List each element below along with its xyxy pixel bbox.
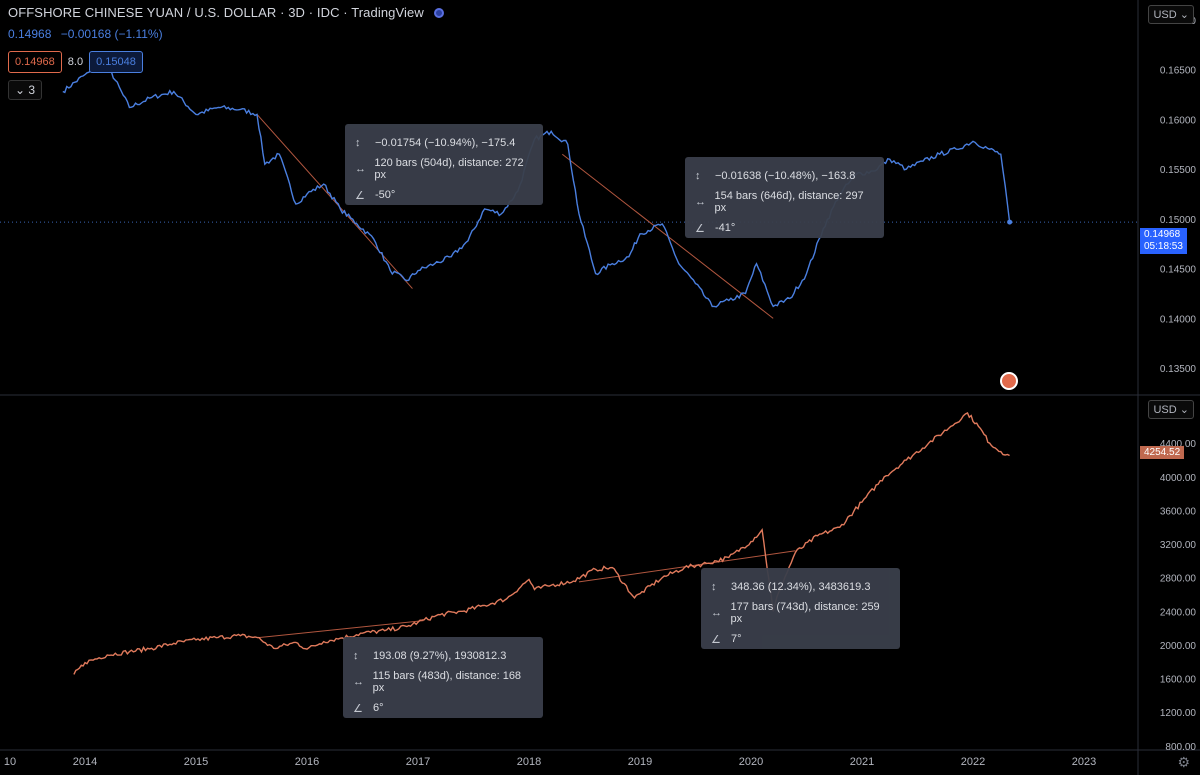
bar-range-icon: ↔ bbox=[695, 196, 706, 208]
tradingview-logo-icon[interactable] bbox=[1000, 372, 1018, 390]
bar-countdown: 05:18:53 bbox=[1144, 241, 1183, 252]
angle-icon: ∠ bbox=[711, 633, 721, 646]
currency-label-top: USD bbox=[1153, 9, 1177, 21]
angle-icon: ∠ bbox=[353, 702, 363, 715]
tooltip-angle: 7° bbox=[731, 633, 742, 645]
price-range-icon: ↕ bbox=[355, 137, 361, 149]
y-tick-label: 4000.00 bbox=[1160, 473, 1197, 484]
bar-range-icon: ↔ bbox=[353, 676, 364, 688]
angle-icon: ∠ bbox=[355, 189, 365, 202]
tooltip-bars: 120 bars (504d), distance: 272 px bbox=[374, 157, 524, 181]
quote-change: −0.00168 (−1.11%) bbox=[60, 27, 163, 41]
x-tick-label: 10 bbox=[4, 756, 16, 768]
tooltip-delta: 193.08 (9.27%), 1930812.3 bbox=[373, 650, 507, 662]
trend-line[interactable] bbox=[256, 114, 413, 289]
spx-price-line[interactable] bbox=[73, 412, 1010, 675]
market-status-icon[interactable] bbox=[433, 8, 444, 18]
bid-ask-row: 0.14968 8.0 0.15048 bbox=[8, 51, 143, 73]
chevron-down-icon: ⌄ bbox=[1176, 404, 1189, 416]
tooltip-bars: 154 bars (646d), distance: 297 px bbox=[714, 190, 864, 214]
y-tick-label: 2800.00 bbox=[1160, 574, 1197, 585]
trend-line[interactable] bbox=[256, 620, 424, 639]
y-tick-label: 0.14500 bbox=[1160, 265, 1197, 276]
y-tick-label: 4400.00 bbox=[1160, 439, 1197, 450]
x-tick-label: 2017 bbox=[406, 756, 430, 768]
indicator-count: 3 bbox=[28, 83, 36, 97]
tooltip-delta: 348.36 (12.34%), 3483619.3 bbox=[731, 581, 871, 593]
x-tick-label: 2019 bbox=[628, 756, 652, 768]
symbol-title: OFFSHORE CHINESE YUAN / U.S. DOLLAR · 3D… bbox=[8, 5, 424, 20]
measure-tooltip: ↕ 348.36 (12.34%), 3483619.3 ↔ 177 bars (7… bbox=[701, 568, 900, 649]
y-tick-label: 0.16500 bbox=[1160, 66, 1197, 77]
quote-price: 0.14968 bbox=[8, 27, 52, 41]
price-range-icon: ↕ bbox=[695, 170, 701, 182]
bar-range-icon: ↔ bbox=[355, 163, 366, 175]
y-tick-label: 0.15000 bbox=[1160, 215, 1197, 226]
price-range-icon: ↕ bbox=[711, 581, 717, 593]
x-tick-label: 2016 bbox=[295, 756, 319, 768]
buy-button[interactable]: 0.15048 bbox=[89, 51, 143, 73]
y-tick-label: 0.16000 bbox=[1160, 115, 1197, 126]
currency-select-top[interactable]: USD ⌄ bbox=[1148, 5, 1194, 24]
x-tick-label: 2022 bbox=[961, 756, 985, 768]
tooltip-delta: −0.01638 (−10.48%), −163.8 bbox=[715, 170, 856, 182]
y-tick-label: 3200.00 bbox=[1160, 540, 1197, 551]
last-price-dot bbox=[1007, 219, 1013, 225]
tooltip-angle: -50° bbox=[375, 189, 396, 201]
angle-icon: ∠ bbox=[695, 222, 705, 235]
tooltip-angle: 6° bbox=[373, 702, 384, 714]
x-tick-label: 2021 bbox=[850, 756, 874, 768]
indicator-collapse-button[interactable]: ⌄ 3 bbox=[8, 80, 43, 100]
sell-button[interactable]: 0.14968 bbox=[8, 51, 62, 73]
y-tick-label: 0.15500 bbox=[1160, 165, 1197, 176]
y-tick-label: 1600.00 bbox=[1160, 675, 1197, 686]
y-tick-label: 0.13500 bbox=[1160, 364, 1197, 375]
y-tick-label: 2400.00 bbox=[1160, 607, 1197, 618]
x-tick-label: 2018 bbox=[517, 756, 541, 768]
y-tick-label: 3600.00 bbox=[1160, 506, 1197, 517]
y-tick-label: 800.00 bbox=[1165, 742, 1196, 753]
tooltip-bars: 177 bars (743d), distance: 259 px bbox=[730, 601, 880, 625]
x-tick-label: 2015 bbox=[184, 756, 208, 768]
gear-icon[interactable]: ⚙ bbox=[1177, 754, 1190, 770]
last-price-top: 0.14968 bbox=[1144, 229, 1181, 240]
measure-tooltip: ↕ 193.08 (9.27%), 1930812.3 ↔ 115 bars (48… bbox=[343, 637, 543, 718]
tooltip-angle: -41° bbox=[715, 222, 736, 234]
tooltip-delta: −0.01754 (−10.94%), −175.4 bbox=[375, 137, 516, 149]
bar-range-icon: ↔ bbox=[711, 607, 722, 619]
currency-select-bottom[interactable]: USD ⌄ bbox=[1148, 400, 1194, 419]
tooltip-bars: 115 bars (483d), distance: 168 px bbox=[372, 670, 522, 694]
x-tick-label: 2020 bbox=[739, 756, 763, 768]
measure-tooltip: ↕ −0.01754 (−10.94%), −175.4 ↔ 120 bars (5… bbox=[345, 124, 543, 205]
currency-label-bottom: USD bbox=[1153, 404, 1177, 416]
measure-tooltip: ↕ −0.01638 (−10.48%), −163.8 ↔ 154 bars (6… bbox=[685, 157, 884, 238]
price-range-icon: ↕ bbox=[353, 650, 359, 662]
last-price-tag-bottom: 4254.52 bbox=[1140, 446, 1185, 459]
y-tick-label: 1200.00 bbox=[1160, 708, 1197, 719]
y-tick-label: 0.14000 bbox=[1160, 314, 1197, 325]
quote-line: 0.14968 −0.00168 (−1.11%) bbox=[8, 27, 169, 41]
x-tick-label: 2023 bbox=[1072, 756, 1096, 768]
last-price-tag-top: 0.14968 05:18:53 bbox=[1140, 228, 1187, 254]
symbol-header: OFFSHORE CHINESE YUAN / U.S. DOLLAR · 3D… bbox=[8, 5, 444, 20]
y-tick-label: 2000.00 bbox=[1160, 641, 1197, 652]
chevron-down-icon: ⌄ bbox=[15, 83, 26, 97]
chevron-down-icon: ⌄ bbox=[1176, 9, 1189, 21]
spread-value: 8.0 bbox=[67, 56, 84, 68]
x-tick-label: 2014 bbox=[73, 756, 97, 768]
last-price-bottom: 4254.52 bbox=[1144, 447, 1181, 458]
